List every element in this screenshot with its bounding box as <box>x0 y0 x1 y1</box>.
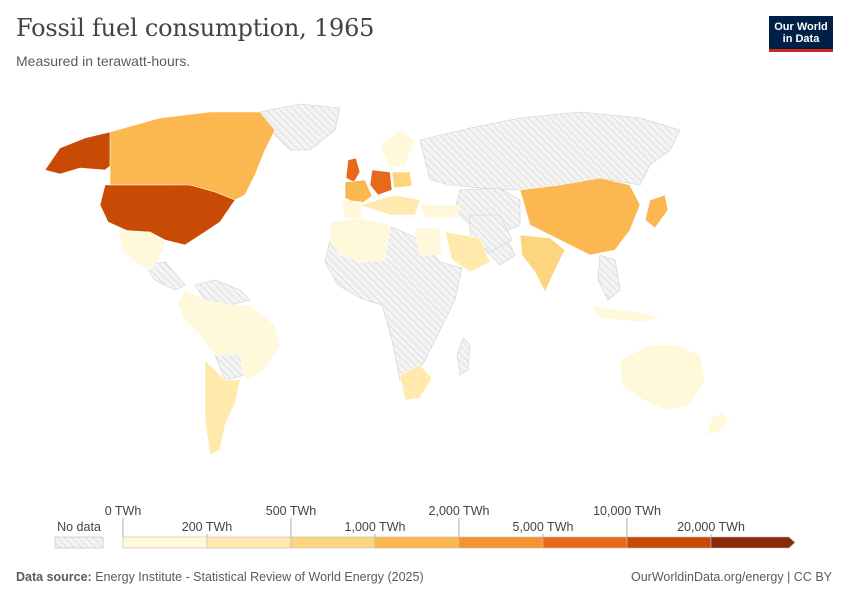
region-france[interactable] <box>344 179 373 206</box>
logo-line-2: in Data <box>782 33 820 45</box>
legend-bin-2[interactable] <box>290 536 376 549</box>
legend-bins <box>122 536 796 549</box>
region-scandinavia[interactable] <box>379 129 416 169</box>
region-australia[interactable] <box>619 344 706 411</box>
world-map <box>44 103 731 456</box>
legend-bin-0[interactable] <box>122 536 208 549</box>
legend-ticks <box>122 518 712 537</box>
data-regions <box>44 111 731 456</box>
legend-bin-7[interactable] <box>710 536 796 549</box>
region-europe-other[interactable] <box>358 194 421 216</box>
legend-label-500: 500 TWh <box>266 504 317 518</box>
region-egypt[interactable] <box>414 227 443 256</box>
region-alaska[interactable] <box>44 131 119 175</box>
legend-label-200: 200 TWh <box>182 520 233 534</box>
data-source: Data source: Energy Institute - Statisti… <box>16 570 424 584</box>
region-indonesia[interactable] <box>589 304 661 323</box>
region-africa[interactable] <box>324 224 463 386</box>
legend-no-data-label: No data <box>57 520 101 534</box>
region-madagascar[interactable] <box>456 337 471 376</box>
legend-label-20000: 20,000 TWh <box>677 520 745 534</box>
region-japan[interactable] <box>644 194 669 229</box>
data-source-text[interactable]: Energy Institute - Statistical Review of… <box>95 570 424 584</box>
region-india[interactable] <box>519 234 566 293</box>
region-central-america[interactable] <box>144 261 186 291</box>
legend-label-5000: 5,000 TWh <box>513 520 574 534</box>
no-data-regions <box>144 103 681 386</box>
legend-label-1000: 1,000 TWh <box>345 520 406 534</box>
region-mexico[interactable] <box>117 229 166 271</box>
legend-bin-4[interactable] <box>458 536 544 549</box>
map-legend: No data 0 TWh 500 TWh 2,000 TWh 10,000 T… <box>54 504 796 549</box>
region-se-asia[interactable] <box>597 254 621 301</box>
legend-label-0: 0 TWh <box>105 504 142 518</box>
region-greenland[interactable] <box>259 103 341 151</box>
region-argentina[interactable] <box>204 359 241 456</box>
region-saudi-arabia[interactable] <box>444 231 491 273</box>
region-turkey[interactable] <box>419 204 461 219</box>
region-new-zealand[interactable] <box>705 411 731 436</box>
region-south-africa[interactable] <box>399 364 433 401</box>
footer-link[interactable]: OurWorldinData.org/energy | CC BY <box>630 570 832 584</box>
chart-subtitle: Measured in terawatt-hours. <box>16 53 191 69</box>
legend-bin-5[interactable] <box>542 536 628 549</box>
region-uk[interactable] <box>345 157 361 183</box>
legend-label-10000: 10,000 TWh <box>593 504 661 518</box>
legend-label-2000: 2,000 TWh <box>429 504 490 518</box>
legend-no-data-swatch <box>54 536 104 549</box>
data-source-label: Data source: <box>16 570 92 584</box>
region-poland[interactable] <box>391 171 413 189</box>
chart-title: Fossil fuel consumption, 1965 <box>16 14 375 42</box>
logo-line-1: Our World <box>774 21 828 33</box>
region-south-america[interactable] <box>177 289 281 381</box>
legend-bin-1[interactable] <box>206 536 292 549</box>
region-spain[interactable] <box>341 199 363 219</box>
region-north-africa[interactable] <box>329 217 391 263</box>
legend-bin-3[interactable] <box>374 536 460 549</box>
region-china[interactable] <box>519 177 641 256</box>
legend-bin-6[interactable] <box>626 536 712 549</box>
region-russia[interactable] <box>419 111 681 191</box>
region-germany[interactable] <box>369 169 393 196</box>
owid-logo[interactable]: Our World in Data <box>769 16 833 52</box>
region-usa[interactable] <box>99 184 236 246</box>
